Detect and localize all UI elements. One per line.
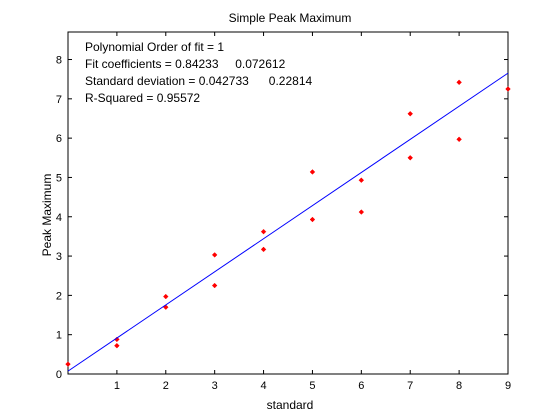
data-point bbox=[358, 209, 365, 215]
y-tick-label: 2 bbox=[56, 290, 62, 302]
x-tick-label: 6 bbox=[358, 380, 364, 392]
data-point bbox=[260, 228, 267, 235]
fit-line bbox=[67, 72, 509, 372]
annotation-line-rsquared: R-Squared = 0.95572 bbox=[85, 91, 200, 105]
data-point bbox=[309, 169, 316, 175]
data-point bbox=[407, 111, 413, 117]
data-point bbox=[456, 79, 462, 86]
data-point bbox=[114, 342, 120, 349]
y-tick-label: 6 bbox=[56, 133, 62, 145]
y-tick-label: 1 bbox=[56, 330, 62, 342]
data-point bbox=[163, 293, 169, 300]
annotation-line-coefficients: Fit coefficients = 0.84233 0.072612 bbox=[85, 57, 286, 71]
y-tick-label: 3 bbox=[56, 251, 62, 263]
y-tick-label: 4 bbox=[56, 212, 62, 224]
x-tick-label: 7 bbox=[407, 380, 413, 392]
data-point bbox=[456, 136, 462, 143]
annotation-line-stddev: Standard deviation = 0.042733 0.22814 bbox=[85, 74, 313, 88]
x-tick-label: 5 bbox=[309, 380, 315, 392]
annotation-line-order: Polynomial Order of fit = 1 bbox=[85, 40, 224, 54]
data-point bbox=[309, 216, 316, 223]
data-point bbox=[65, 361, 71, 367]
y-axis-label: Peak Maximum bbox=[40, 174, 54, 257]
data-point bbox=[260, 246, 267, 253]
chart-title: Simple Peak Maximum bbox=[229, 11, 352, 25]
annotation-block: Polynomial Order of fit = 1 Fit coeffici… bbox=[85, 40, 313, 105]
x-tick-label: 9 bbox=[505, 380, 511, 392]
x-tick-label: 3 bbox=[212, 380, 218, 392]
data-point bbox=[407, 155, 413, 161]
data-point bbox=[358, 177, 365, 183]
data-point bbox=[505, 86, 511, 92]
y-tick-label: 0 bbox=[56, 369, 62, 381]
y-tick-label: 7 bbox=[56, 94, 62, 106]
y-tick-label: 8 bbox=[56, 55, 62, 67]
data-point bbox=[211, 252, 218, 258]
plot-area-frame bbox=[67, 31, 509, 375]
data-point bbox=[211, 282, 218, 289]
y-tick-label: 5 bbox=[56, 172, 62, 184]
x-tick-label: 8 bbox=[456, 380, 462, 392]
x-tick-label: 2 bbox=[163, 380, 169, 392]
x-axis-label: standard bbox=[267, 398, 314, 412]
x-tick-label: 1 bbox=[114, 380, 120, 392]
x-tick-label: 4 bbox=[260, 380, 266, 392]
